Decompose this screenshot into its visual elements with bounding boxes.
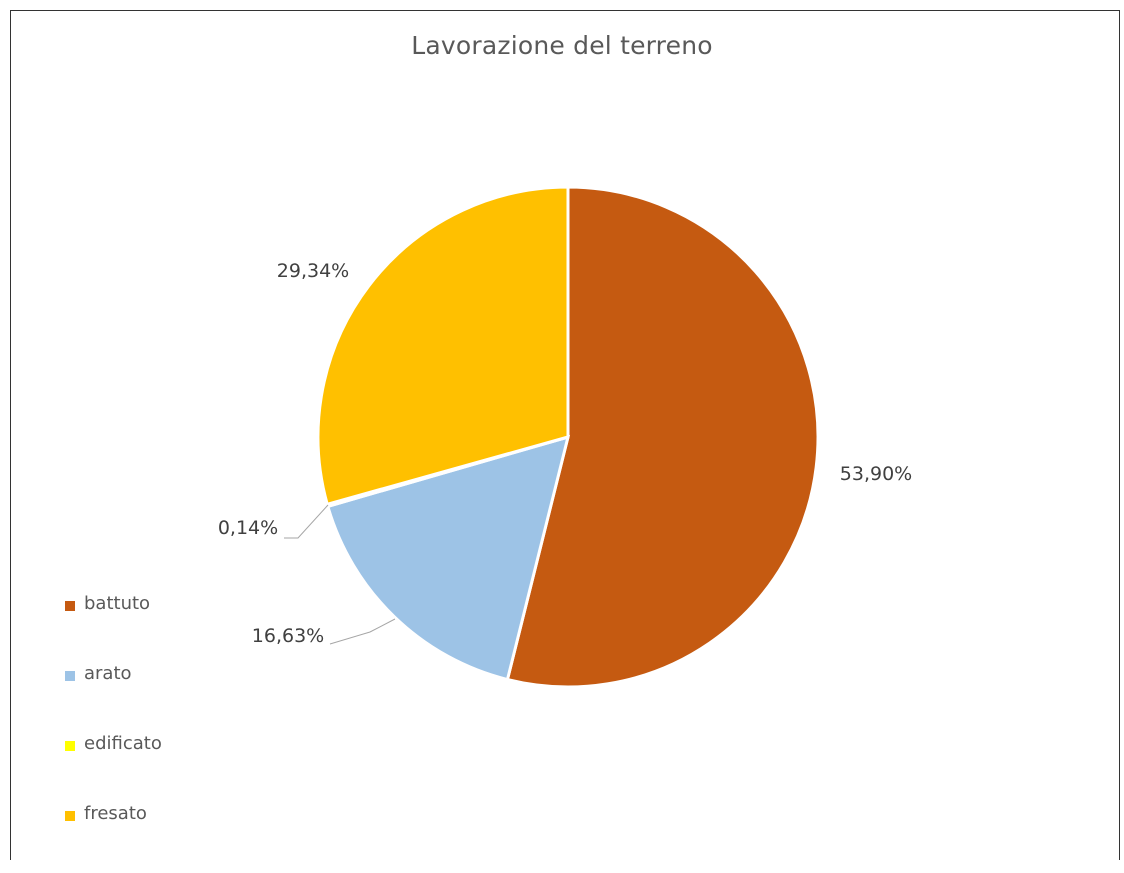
data-label-battuto: 53,90% [840,463,912,485]
data-label-fresato: 29,34% [277,260,349,282]
data-label-arato: 16,63% [252,625,324,647]
legend-swatch [65,601,75,611]
legend-label: battuto [84,593,151,614]
legend-label: fresato [84,803,147,824]
chart-title: Lavorazione del terreno [411,31,713,60]
legend-label: arato [84,663,132,684]
pie-slice-battuto[interactable] [505,185,820,689]
data-label-edificato: 0,14% [218,517,278,539]
leader-lines [284,504,396,645]
data-labels: 53,90% 16,63% 0,14% 29,34% [218,260,912,647]
pie-slice-arato[interactable] [325,434,571,682]
leader-line-edificato [284,504,329,539]
legend-label: edificato [84,733,162,754]
legend-swatch [65,671,75,681]
pie-slices [316,185,820,689]
legend-swatch [65,741,75,751]
pie-slice-fresato[interactable] [316,185,570,507]
legend-swatch [65,811,75,821]
leader-line-arato [329,618,396,645]
